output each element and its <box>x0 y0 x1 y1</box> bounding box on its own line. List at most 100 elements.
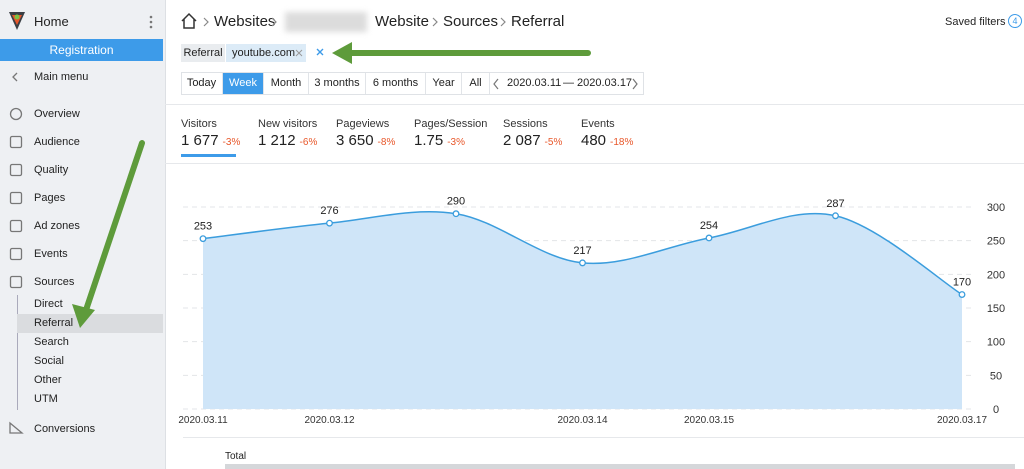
icon-shape <box>9 275 23 289</box>
value-label: 287 <box>826 198 844 210</box>
sub-nav-item[interactable]: Direct <box>34 298 63 310</box>
breadcrumb[interactable]: Website <box>375 13 429 30</box>
date-from[interactable]: 2020.03.11 <box>507 77 562 89</box>
value-label: 217 <box>573 245 591 257</box>
icon-shape <box>9 219 23 233</box>
icon-shape <box>9 135 23 149</box>
breadcrumb[interactable]: Websites <box>214 13 276 30</box>
metric-row: 1 677 -3% <box>181 132 240 150</box>
metric-value: 3 650 <box>336 132 374 149</box>
metric-label[interactable]: Sessions <box>503 118 548 130</box>
nav-item[interactable]: Sources <box>34 276 75 288</box>
sub-nav-item[interactable]: Social <box>34 355 64 367</box>
metric-label[interactable]: Pageviews <box>336 118 390 130</box>
y-tick-label: 0 <box>993 404 999 416</box>
chevron <box>271 17 277 27</box>
icon-shape <box>9 163 23 177</box>
period-tab[interactable]: Today <box>181 73 223 94</box>
x-tick-label: 2020.03.14 <box>557 415 607 426</box>
sub-nav-item[interactable]: Search <box>34 336 69 348</box>
period-tab[interactable]: 3 months <box>309 73 366 94</box>
breadcrumb-separator <box>500 17 506 27</box>
filter-value: youtube.com <box>226 44 306 62</box>
divider <box>183 437 1024 438</box>
sub-nav-item[interactable]: UTM <box>34 393 58 405</box>
nav-item[interactable]: Pages <box>34 192 66 204</box>
clear-filters[interactable] <box>315 47 325 57</box>
metric-label[interactable]: New visitors <box>258 118 318 130</box>
nav-item[interactable]: Audience <box>34 136 80 148</box>
conversions-icon <box>9 421 24 434</box>
x-tick-label: 2020.03.15 <box>684 415 734 426</box>
saved-filters[interactable]: Saved filters <box>945 16 1006 28</box>
breadcrumb[interactable]: Sources <box>443 13 499 30</box>
nav-item[interactable]: Overview <box>34 108 80 120</box>
registration-button[interactable]: Registration <box>0 39 163 61</box>
nav-item[interactable]: Conversions <box>34 423 96 435</box>
date-to[interactable]: 2020.03.17 <box>577 77 633 89</box>
breadcrumb: Referral <box>511 13 565 30</box>
nav-item[interactable]: Quality <box>34 164 69 176</box>
back-icon <box>12 72 18 82</box>
metric-row: 1.75 -3% <box>414 132 465 150</box>
nav-item[interactable]: Events <box>34 248 68 260</box>
metric-label[interactable]: Pages/Session <box>414 118 488 130</box>
divider <box>165 163 1024 164</box>
period-tab[interactable]: All <box>462 73 490 94</box>
nav-icon <box>9 247 23 261</box>
sub-menu-line <box>17 295 18 410</box>
nav-icon <box>9 107 23 121</box>
main-menu-link[interactable]: Main menu <box>34 71 89 83</box>
y-tick-label: 150 <box>987 303 1005 315</box>
metric-value: 2 087 <box>503 132 541 149</box>
chevron <box>432 17 438 27</box>
blurred-site-name <box>285 12 367 32</box>
chevron <box>203 17 209 27</box>
period-tab[interactable]: Month <box>264 73 309 94</box>
home-link[interactable]: Home <box>34 14 69 29</box>
value-label: 170 <box>953 277 971 289</box>
prev-period[interactable] <box>492 78 500 90</box>
nav-item[interactable]: Ad zones <box>34 220 80 232</box>
period-tab[interactable]: 6 months <box>366 73 426 94</box>
value-label: 290 <box>447 196 465 208</box>
value-label: 254 <box>700 220 718 232</box>
x-tick-label: 2020.03.17 <box>937 415 987 426</box>
metric-label[interactable]: Visitors <box>181 118 217 130</box>
breadcrumb-separator <box>203 17 209 27</box>
period-tab[interactable]: Week <box>223 73 264 94</box>
total-bar <box>225 464 1015 469</box>
filter-remove[interactable] <box>294 48 304 58</box>
nav-icon <box>9 135 23 149</box>
y-tick-label: 250 <box>987 236 1005 248</box>
icon-shape <box>9 191 23 205</box>
point <box>199 235 207 243</box>
y-tick-label: 50 <box>990 370 1002 382</box>
period-tab[interactable]: Year <box>426 73 462 94</box>
x-tick-label: 2020.03.12 <box>304 415 354 426</box>
filter-label: Referral <box>181 44 225 62</box>
nav-icon <box>9 163 23 177</box>
logo <box>9 12 25 30</box>
metric-value: 1 677 <box>181 132 219 149</box>
sub-nav-item[interactable]: Referral <box>34 317 74 329</box>
value-label: 253 <box>194 221 212 233</box>
divider <box>165 104 1024 105</box>
menu-dots[interactable] <box>148 14 154 30</box>
metric-delta: -18% <box>610 137 634 148</box>
metric-label[interactable]: Events <box>581 118 615 130</box>
saved-count: 4 <box>1008 14 1022 28</box>
breadcrumb-separator <box>271 17 277 27</box>
nav-icon <box>9 275 23 289</box>
point <box>705 234 713 242</box>
nav-icon <box>9 219 23 233</box>
metric-delta: -3% <box>222 137 241 148</box>
home-icon[interactable] <box>180 12 198 30</box>
date-separator: — <box>563 77 574 89</box>
sub-nav-item[interactable]: Other <box>34 374 62 386</box>
icon-shape <box>9 247 23 261</box>
next-period[interactable] <box>631 78 639 90</box>
x-tick-label: 2020.03.11 <box>178 415 228 426</box>
